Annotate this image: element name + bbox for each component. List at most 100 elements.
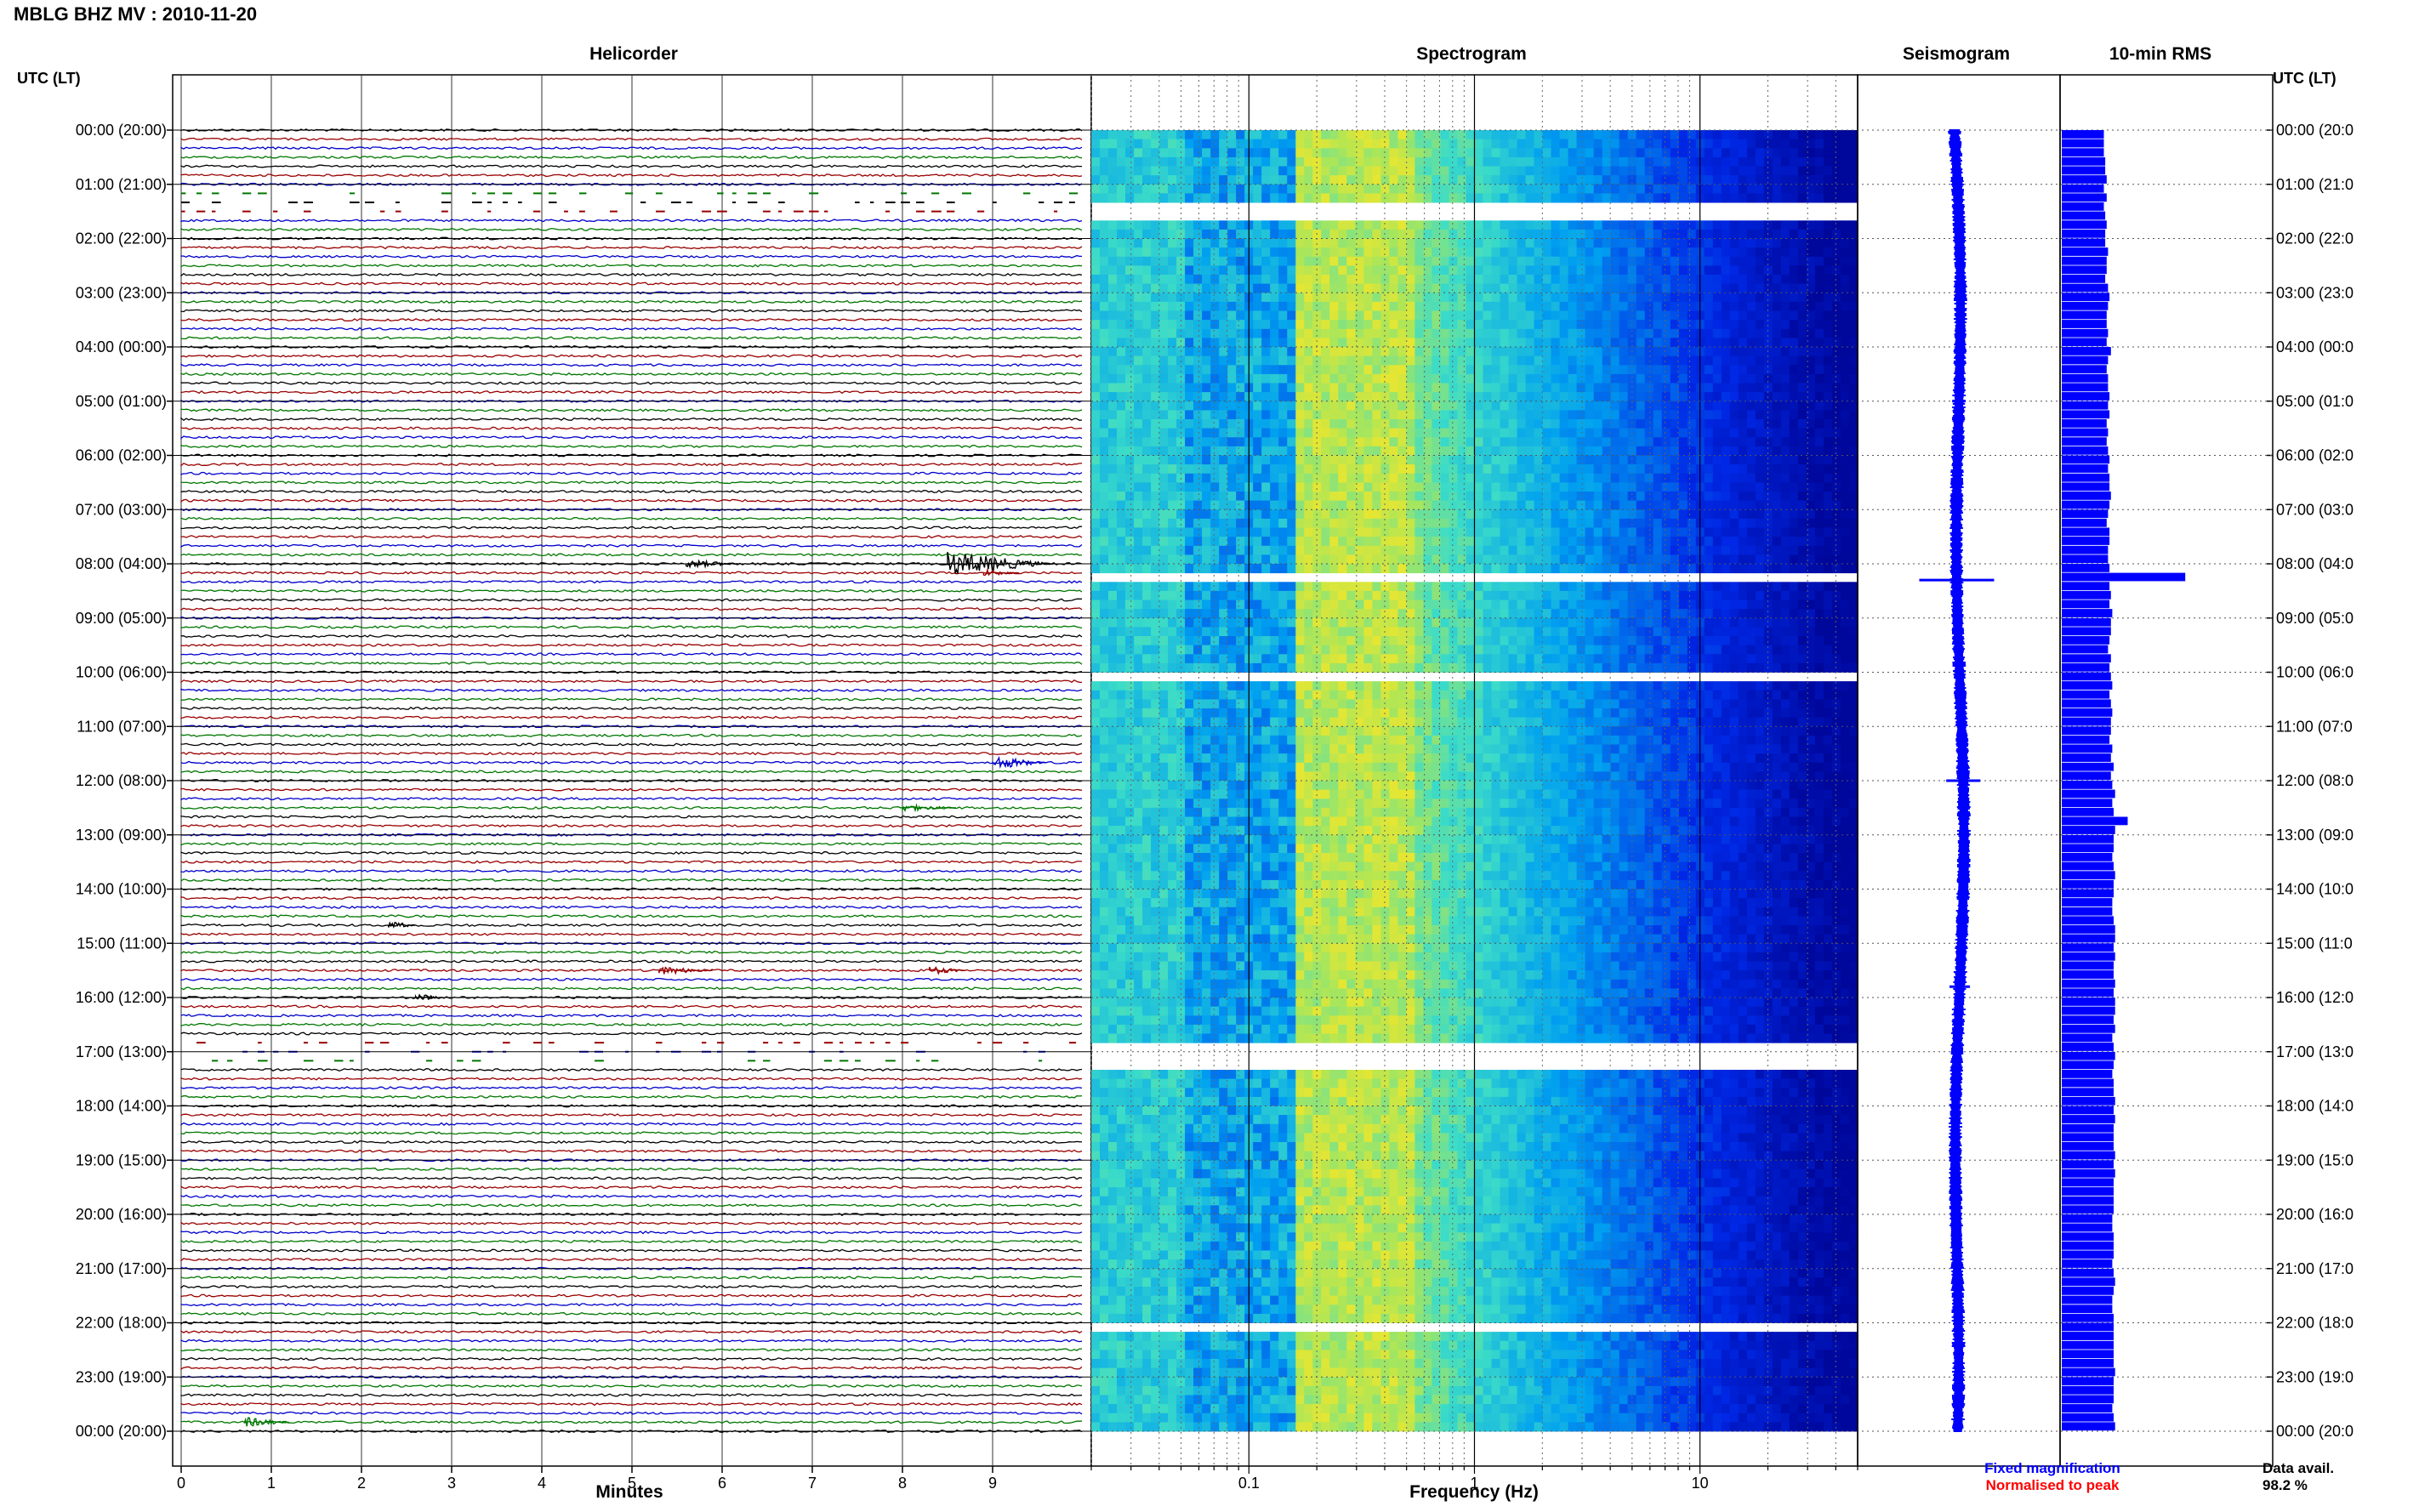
time-label-right: 21:00 (17:0 xyxy=(2276,1260,2354,1277)
spectrogram-cell xyxy=(1636,617,1646,628)
spectrogram-cell xyxy=(1100,139,1109,149)
spectrogram-cell xyxy=(1253,365,1262,375)
spectrogram-cell xyxy=(1721,130,1731,140)
spectrogram-cell xyxy=(1397,428,1407,438)
spectrogram-cell xyxy=(1704,193,1714,203)
spectrogram-cell xyxy=(1304,464,1313,475)
spectrogram-cell xyxy=(1824,609,1833,619)
spectrogram-cell xyxy=(1312,383,1322,393)
spectrogram-cell xyxy=(1738,193,1748,203)
spectrogram-cell xyxy=(1159,220,1169,230)
spectrogram-cell xyxy=(1491,166,1501,176)
spectrogram-cell xyxy=(1619,220,1629,230)
spectrogram-cell xyxy=(1389,464,1398,475)
spectrogram-cell xyxy=(1414,473,1424,483)
spectrogram-cell xyxy=(1525,401,1535,411)
spectrogram-cell xyxy=(1406,156,1415,167)
spectrogram-cell xyxy=(1670,256,1680,266)
spectrogram-cell xyxy=(1423,537,1432,547)
helicorder-trace xyxy=(180,1411,1083,1415)
spectrogram-cell xyxy=(1219,166,1228,176)
spectrogram-cell xyxy=(1704,492,1714,502)
spectrogram-cell xyxy=(1602,365,1612,375)
spectrogram-cell xyxy=(1134,265,1143,276)
spectrogram-cell xyxy=(1644,446,1654,456)
spectrogram-cell xyxy=(1806,419,1816,429)
spectrogram-cell xyxy=(1380,446,1390,456)
spectrogram-cell xyxy=(1551,301,1561,311)
spectrogram-cell xyxy=(1559,373,1569,384)
spectrogram-cell xyxy=(1380,500,1390,510)
spectrogram-cell xyxy=(1431,500,1441,510)
spectrogram-cell xyxy=(1202,537,1211,547)
spectrogram-cell xyxy=(1168,473,1177,483)
spectrogram-cell xyxy=(1559,518,1569,528)
spectrogram-cell xyxy=(1287,383,1296,393)
spectrogram-cell xyxy=(1576,175,1586,185)
spectrogram-cell xyxy=(1738,500,1748,510)
spectrogram-cell xyxy=(1500,473,1510,483)
spectrogram-cell xyxy=(1602,455,1612,465)
spectrogram-cell xyxy=(1406,220,1415,230)
spectrogram-cell xyxy=(1738,617,1748,628)
spectrogram-cell xyxy=(1534,617,1544,628)
spectrogram-cell xyxy=(1159,545,1169,555)
time-label-left: 13:00 (09:00) xyxy=(76,827,167,844)
spectrogram-cell xyxy=(1576,338,1586,348)
spectrogram-cell xyxy=(1832,373,1841,384)
spectrogram-cell xyxy=(1636,338,1646,348)
spectrogram-cell xyxy=(1253,410,1262,420)
spectrogram-cell xyxy=(1542,365,1552,375)
spectrogram-cell xyxy=(1508,455,1518,465)
spectrogram-cell xyxy=(1568,184,1578,194)
spectrogram-cell xyxy=(1500,564,1510,574)
spectrogram-cell xyxy=(1772,220,1782,230)
spectrogram-cell xyxy=(1491,283,1501,293)
spectrogram-cell xyxy=(1431,617,1441,628)
spectrogram-cell xyxy=(1321,373,1330,384)
spectrogram-cell xyxy=(1559,365,1569,375)
spectrogram-cell xyxy=(1372,338,1381,348)
spectrogram-cell xyxy=(1185,437,1194,447)
spectrogram-cell xyxy=(1338,347,1347,357)
spectrogram-cell xyxy=(1585,554,1595,565)
spectrogram-cell xyxy=(1746,130,1756,140)
spectrogram-cell xyxy=(1763,446,1773,456)
time-label-right: 05:00 (01:0 xyxy=(2276,393,2354,410)
spectrogram-cell xyxy=(1491,355,1501,366)
spectrogram-cell xyxy=(1278,609,1288,619)
spectrogram-cell xyxy=(1738,455,1748,465)
spectrogram-cell xyxy=(1644,220,1654,230)
spectrogram-cell xyxy=(1210,256,1220,266)
spectrogram-cell xyxy=(1636,283,1646,293)
spectrogram-cell xyxy=(1576,401,1586,411)
spectrogram-cell xyxy=(1295,166,1305,176)
spectrogram-cell xyxy=(1304,554,1313,565)
spectrogram-cell xyxy=(1738,184,1748,194)
spectrogram-cell xyxy=(1780,617,1790,628)
spectrogram-cell xyxy=(1772,338,1782,348)
spectrogram-cell xyxy=(1755,229,1765,239)
spectrogram-cell xyxy=(1414,419,1424,429)
spectrogram-cell xyxy=(1849,247,1858,258)
spectrogram-cell xyxy=(1219,301,1228,311)
spectrogram-cell xyxy=(1406,184,1415,194)
spectrogram-cell xyxy=(1789,301,1799,311)
spectrogram-cell xyxy=(1219,328,1228,338)
spectrogram-cell xyxy=(1491,609,1501,619)
spectrogram-cell xyxy=(1517,355,1527,366)
spectrogram-cell xyxy=(1832,617,1841,628)
spectrogram-cell xyxy=(1329,428,1339,438)
spectrogram-cell xyxy=(1134,554,1143,565)
spectrogram-cell xyxy=(1585,500,1595,510)
spectrogram-cell xyxy=(1397,617,1407,628)
spectrogram-cell xyxy=(1338,392,1347,402)
spectrogram-cell xyxy=(1585,473,1595,483)
spectrogram-cell xyxy=(1491,365,1501,375)
spectrogram-cell xyxy=(1491,582,1501,592)
helicorder-panel xyxy=(172,74,1092,1467)
spectrogram-cell xyxy=(1261,617,1271,628)
spectrogram-cell xyxy=(1108,265,1118,276)
helicorder-trace xyxy=(180,625,1083,629)
spectrogram-cell xyxy=(1704,247,1714,258)
